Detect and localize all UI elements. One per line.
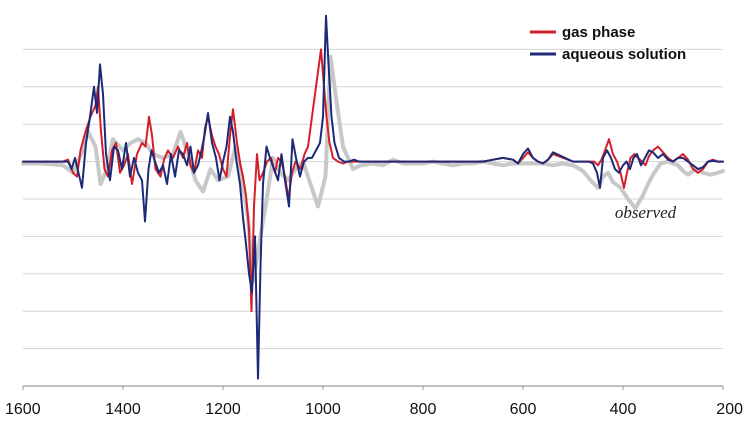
x-tick-label: 400 xyxy=(610,401,637,418)
x-tick-label: 1200 xyxy=(205,401,241,418)
x-tick-label: 800 xyxy=(410,401,437,418)
legend-label: gas phase xyxy=(562,24,635,41)
x-tick-label: 200 xyxy=(716,401,743,418)
x-tick-label: 600 xyxy=(510,401,537,418)
annotations: observed xyxy=(615,203,677,222)
series-line-gas-phase xyxy=(22,48,724,313)
series-lines xyxy=(21,14,725,380)
legend: gas phase aqueous solution xyxy=(530,24,686,63)
x-axis: 1600 1400 1200 1000 800 600 400 200 xyxy=(5,385,743,418)
x-tick-label: 1600 xyxy=(5,401,41,418)
annotation-label: observed xyxy=(615,203,677,222)
x-tick-label: 1400 xyxy=(105,401,141,418)
x-tick-label: 1000 xyxy=(305,401,341,418)
legend-label: aqueous solution xyxy=(562,46,686,63)
gridlines xyxy=(23,48,723,350)
series-line-aqueous-solution xyxy=(22,14,724,380)
series-line-observed xyxy=(21,54,725,284)
